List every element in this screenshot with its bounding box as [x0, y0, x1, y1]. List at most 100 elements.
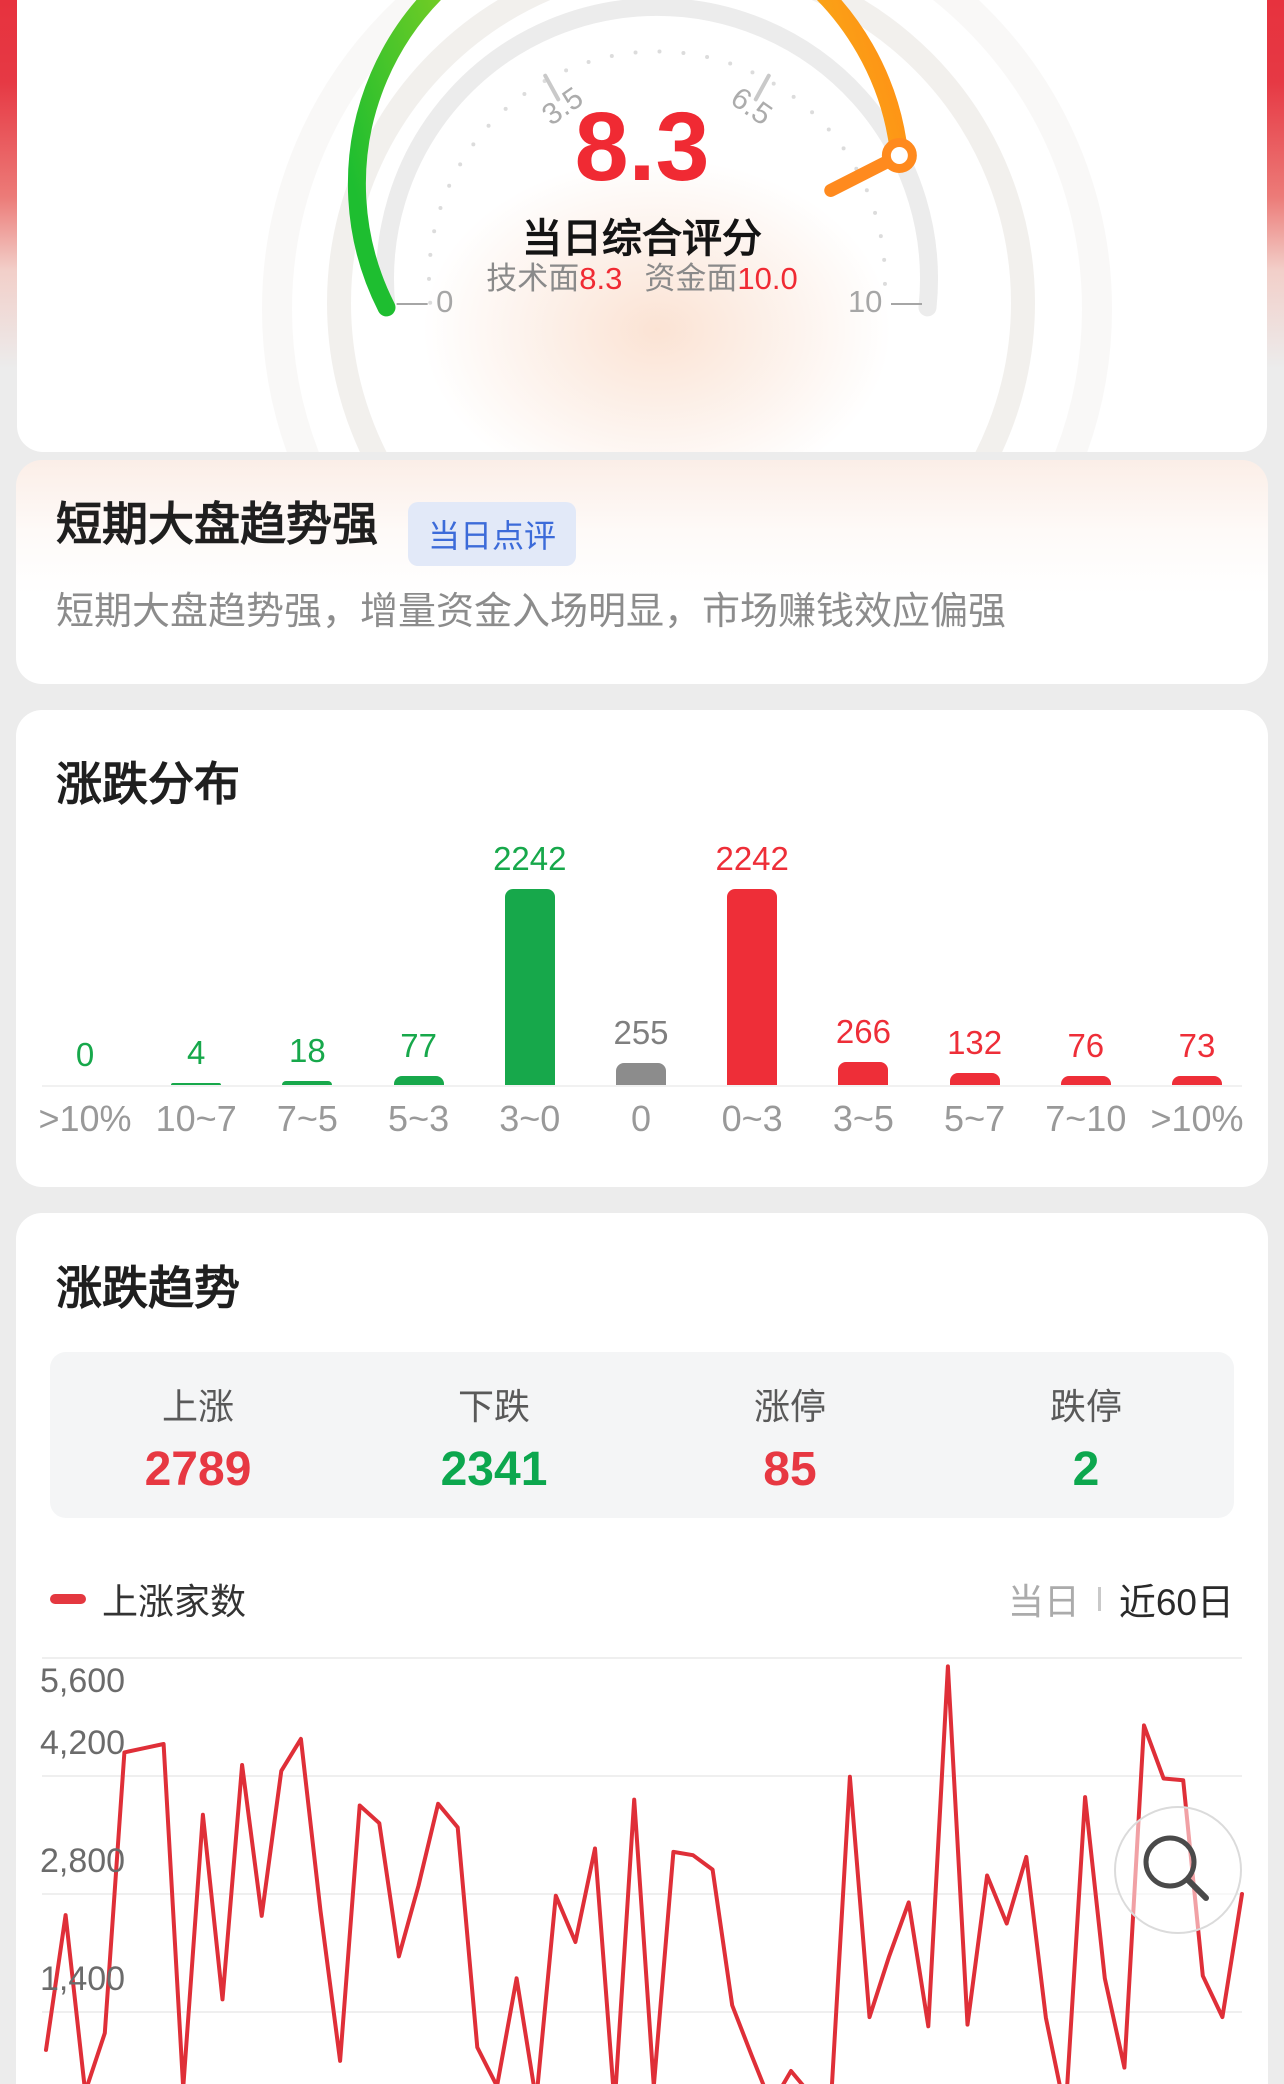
y-axis-label: 1,400	[40, 1960, 126, 1998]
gauge-needle-tip	[881, 138, 917, 174]
y-axis-label: 5,600	[40, 1662, 126, 1700]
bar-column-5~3: 77	[363, 710, 475, 1086]
distribution-bar-chart: 0 4 18 77 2242 255 2242 266 132 76 73	[16, 710, 1268, 1087]
bar-category-label: 7~5	[276, 1098, 338, 1139]
distribution-title: 涨跌分布	[56, 758, 240, 810]
bar-category-label: 10~7	[155, 1098, 237, 1139]
series-name: 上涨家数	[102, 1581, 247, 1622]
time-range-toggle: 当日 近60日	[1008, 1572, 1234, 1626]
bar-column->10%: 0	[29, 710, 141, 1086]
y-axis-label: 4,200	[40, 1724, 126, 1762]
bar-column->10%: 73	[1141, 710, 1253, 1086]
sub-metric-value: 10.0	[737, 261, 798, 296]
distribution-card: 涨跌分布 0 4 18 77 2242 255 2242 266 132 76 73 >10% 10~…	[16, 710, 1268, 1187]
stat-label: 跌停	[1049, 1386, 1122, 1427]
bar-value-label: 77	[400, 1027, 437, 1064]
bar-value-label: 18	[289, 1032, 326, 1069]
chart-zoom-button[interactable]	[1114, 1806, 1242, 1934]
bar	[1060, 1076, 1111, 1085]
sub-metric: 技术面8.3	[486, 253, 622, 298]
range-toggle-divider	[1097, 1587, 1101, 1611]
stat-label: 涨停	[753, 1386, 826, 1427]
bar-column-0: 255	[585, 710, 697, 1086]
bar	[504, 889, 555, 1085]
composite-score-label: 当日综合评分	[522, 217, 762, 261]
stat-value: 2	[1072, 1443, 1100, 1496]
stat-下跌: 下跌 2341	[346, 1352, 642, 1518]
y-axis-label: 2,800	[40, 1842, 126, 1880]
bar-column-7~10: 76	[1030, 710, 1142, 1086]
daily-comment-badge: 当日点评	[408, 502, 577, 566]
bar-column-3~5: 266	[807, 710, 919, 1086]
bar-category-label: 3~0	[499, 1098, 561, 1139]
stat-value: 85	[763, 1443, 817, 1496]
daily-comment-card: 短期大盘趋势强 当日点评 短期大盘趋势强，增量资金入场明显，市场赚钱效应偏强	[16, 460, 1268, 684]
bar	[949, 1073, 1000, 1085]
bar-value-label: 2242	[493, 840, 567, 877]
composite-score-value: 8.3	[574, 92, 710, 201]
bar-column-7~5: 18	[251, 710, 363, 1086]
bar	[1172, 1076, 1222, 1085]
gauge-center-glow	[357, 110, 957, 452]
bar-column-5~7: 132	[919, 710, 1031, 1086]
series-color-dash	[50, 1594, 86, 1604]
sub-metric-label: 资金面	[644, 261, 738, 296]
advancers-series-line	[44, 1664, 1244, 2084]
magnifier-icon	[1143, 1835, 1209, 1901]
stat-label: 上涨	[161, 1386, 234, 1427]
bar-category-label: >10%	[1150, 1098, 1244, 1139]
bar-category-label: 3~5	[832, 1098, 894, 1139]
daily-score-gauge-panel: 3.5 6.5 — 0 10 — 8.3 当日综合评分 技术面8.3 资金面10.…	[17, 0, 1267, 452]
bar-category-label: 0~3	[721, 1098, 783, 1139]
bar	[838, 1061, 889, 1085]
advancers-line-chart	[42, 1657, 1244, 2084]
bar-category-label: 5~7	[944, 1098, 1006, 1139]
stat-value: 2789	[144, 1443, 252, 1496]
stat-上涨: 上涨 2789	[50, 1352, 346, 1518]
comment-title: 短期大盘趋势强	[56, 498, 378, 550]
line-chart-legend-row: 上涨家数 当日 近60日	[50, 1569, 1234, 1629]
bar-category-label: >10%	[38, 1098, 132, 1139]
bar-value-label: 132	[947, 1024, 1003, 1062]
bar-value-label: 4	[187, 1034, 206, 1071]
bar-column-3~0: 2242	[474, 710, 586, 1086]
bar	[282, 1081, 333, 1085]
stat-label: 下跌	[457, 1386, 530, 1427]
stat-跌停: 跌停 2	[938, 1352, 1234, 1518]
bar-value-label: 2242	[715, 840, 789, 877]
sub-metric: 资金面10.0	[644, 253, 797, 298]
bar-chart-baseline	[42, 1085, 1242, 1087]
bar	[393, 1076, 444, 1085]
bar	[616, 1062, 666, 1085]
bar-column-10~7: 4	[140, 710, 252, 1086]
stat-value: 2341	[440, 1443, 548, 1496]
bar-category-label: 7~10	[1045, 1098, 1127, 1139]
gauge-value-arc	[347, 0, 909, 317]
bar-value-label: 73	[1178, 1027, 1216, 1064]
bar-category-label: 0	[630, 1098, 652, 1139]
bar-column-0~3: 2242	[696, 710, 808, 1086]
trend-card: 涨跌趋势 上涨 2789 下跌 2341 涨停 85 跌停 2 上涨家数 当日 近60日 5,…	[16, 1213, 1268, 2084]
trend-title: 涨跌趋势	[56, 1262, 240, 1314]
bar	[171, 1083, 222, 1085]
advance-decline-stats: 上涨 2789 下跌 2341 涨停 85 跌停 2	[50, 1352, 1234, 1518]
gauge-major-tick-3-5	[543, 73, 561, 102]
bar	[727, 889, 778, 1085]
range-option-60days[interactable]: 近60日	[1118, 1582, 1234, 1623]
bar-value-label: 76	[1067, 1027, 1105, 1064]
comment-description: 短期大盘趋势强，增量资金入场明显，市场赚钱效应偏强	[56, 591, 1007, 633]
gauge-tick-label-10: 10 —	[847, 284, 923, 319]
range-option-today[interactable]: 当日	[1007, 1581, 1080, 1622]
score-sub-metrics: 技术面8.3 资金面10.0	[17, 253, 1267, 298]
bar-value-label: 255	[613, 1013, 669, 1051]
sub-metric-label: 技术面	[486, 261, 580, 296]
stat-涨停: 涨停 85	[642, 1352, 938, 1518]
bar-category-label: 5~3	[388, 1098, 450, 1139]
score-gauge	[347, 0, 938, 317]
bar-value-label: 0	[75, 1036, 95, 1073]
gauge-major-tick-6-5	[753, 73, 771, 102]
sub-metric-value: 8.3	[579, 261, 623, 296]
series-legend: 上涨家数	[50, 1573, 246, 1625]
gauge-minor-ticks	[427, 49, 887, 305]
